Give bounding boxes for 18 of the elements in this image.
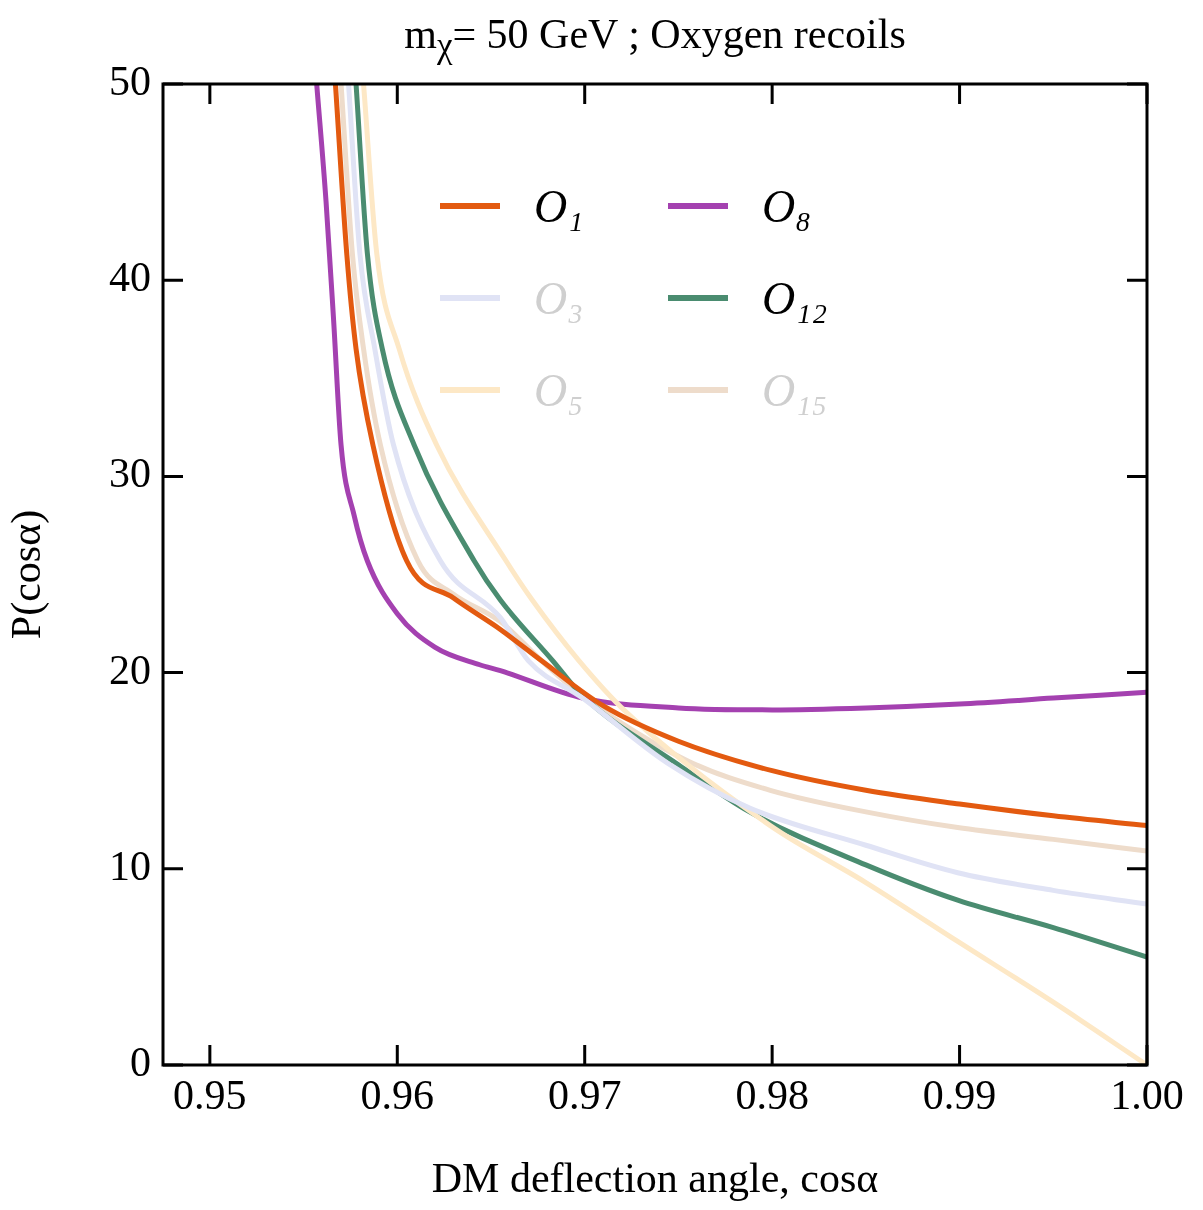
x-tick-label: 0.98	[735, 1072, 809, 1119]
x-tick-label: 0.96	[360, 1072, 435, 1119]
legend-label: O₁	[534, 179, 584, 233]
x-tick-label: 0.95	[173, 1072, 247, 1119]
x-tick-label: 0.97	[547, 1072, 622, 1119]
x-tick-label: 1.00	[1110, 1072, 1184, 1119]
y-axis-title: P(cosα)	[3, 509, 51, 640]
y-tick-label: 50	[109, 58, 151, 105]
x-tick-label: 0.99	[922, 1072, 997, 1119]
legend-label: O₈	[762, 179, 812, 233]
x-axis-title: DM deflection angle, cosα	[431, 1154, 879, 1201]
legend-label: O₁₂	[762, 271, 828, 325]
chart-title: m$_{χ}$= 50 GeV ; Oxygen recoils	[403, 10, 907, 67]
y-tick-label: 20	[109, 646, 151, 693]
y-tick-label: 0	[130, 1039, 151, 1086]
y-tick-label: 30	[109, 450, 151, 497]
y-tick-label: 40	[109, 254, 151, 301]
y-tick-label: 10	[109, 842, 151, 889]
